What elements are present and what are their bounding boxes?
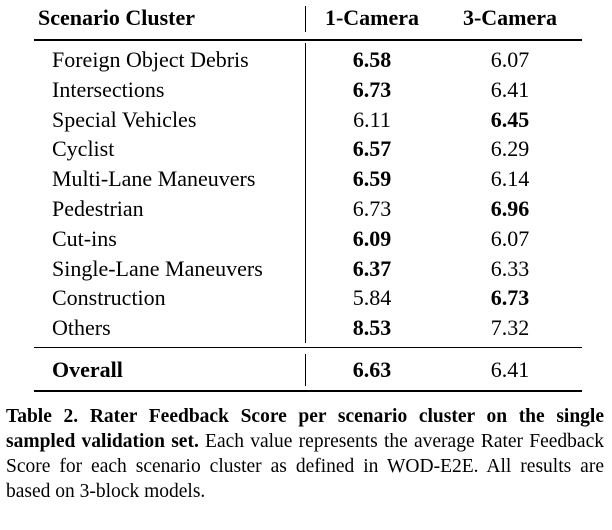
section-rule xyxy=(34,347,582,348)
table-row: Pedestrian 6.73 6.96 xyxy=(0,194,612,224)
cell: 8.53 xyxy=(352,315,392,341)
cell: 6.37 xyxy=(352,255,392,281)
caption-label: Table 2. xyxy=(6,406,79,427)
caption-title: Rater Feedback Score per scenario cluste… xyxy=(6,406,605,452)
header-cell: 1-Camera xyxy=(324,5,420,30)
column-rule xyxy=(305,6,306,32)
overall-row: Overall 6.63 6.41 xyxy=(0,355,612,385)
cell: 6.14 xyxy=(490,166,530,192)
table-row: Intersections 6.73 6.41 xyxy=(0,75,612,105)
cell: 6.73 xyxy=(352,196,392,221)
cell: 6.96 xyxy=(490,196,530,221)
table-row: Construction 5.84 6.73 xyxy=(0,283,612,313)
cell: Overall xyxy=(52,357,123,382)
cell: Multi-Lane Maneuvers xyxy=(52,166,256,192)
cell: 6.73 xyxy=(352,76,392,102)
table-row: Others 8.53 7.32 xyxy=(0,313,612,343)
cell: Others xyxy=(52,315,111,341)
cell: Single-Lane Maneuvers xyxy=(52,255,263,281)
cell: 6.41 xyxy=(490,357,530,382)
table-row: Single-Lane Maneuvers 6.37 6.33 xyxy=(0,254,612,284)
header-cell: 3-Camera xyxy=(462,5,558,30)
cell: 7.32 xyxy=(490,315,530,341)
table-row: Multi-Lane Maneuvers 6.59 6.14 xyxy=(0,164,612,194)
column-rule xyxy=(305,43,306,343)
cell: Intersections xyxy=(52,76,165,102)
cell: 6.07 xyxy=(490,47,530,72)
caption-text: Each value represents the average Rater … xyxy=(6,431,604,502)
cell: 6.45 xyxy=(490,106,530,132)
cell: 5.84 xyxy=(352,285,392,311)
cell: Special Vehicles xyxy=(52,106,197,132)
cell: 6.33 xyxy=(490,255,530,281)
cell: 6.09 xyxy=(352,225,392,251)
cell: 6.07 xyxy=(490,225,530,251)
cell: Cyclist xyxy=(52,136,115,162)
table-row: Foreign Object Debris 6.58 6.07 xyxy=(0,45,612,75)
cell: Cut-ins xyxy=(52,225,117,251)
cell: 6.63 xyxy=(352,357,392,382)
cell: 6.59 xyxy=(352,166,392,192)
cell: 6.29 xyxy=(490,136,530,162)
caption: Table 2. Rater Feedback Score per scenar… xyxy=(6,404,604,504)
cell: 6.41 xyxy=(490,76,530,102)
cell: Construction xyxy=(52,285,166,311)
cell: Pedestrian xyxy=(52,196,144,221)
cell: 6.11 xyxy=(353,106,391,132)
header-rule xyxy=(34,39,582,41)
column-rule xyxy=(305,354,306,386)
cell: 6.73 xyxy=(490,285,530,311)
cell: Foreign Object Debris xyxy=(52,47,249,72)
table-row: Cut-ins 6.09 6.07 xyxy=(0,224,612,254)
header-row: Scenario Cluster 1-Camera 3-Camera xyxy=(0,3,612,33)
cell: 6.58 xyxy=(352,47,392,72)
table-row: Special Vehicles 6.11 6.45 xyxy=(0,105,612,135)
header-cell: Scenario Cluster xyxy=(38,5,196,30)
table-row: Cyclist 6.57 6.29 xyxy=(0,134,612,164)
bottom-rule xyxy=(34,390,582,392)
cell: 6.57 xyxy=(352,136,392,162)
